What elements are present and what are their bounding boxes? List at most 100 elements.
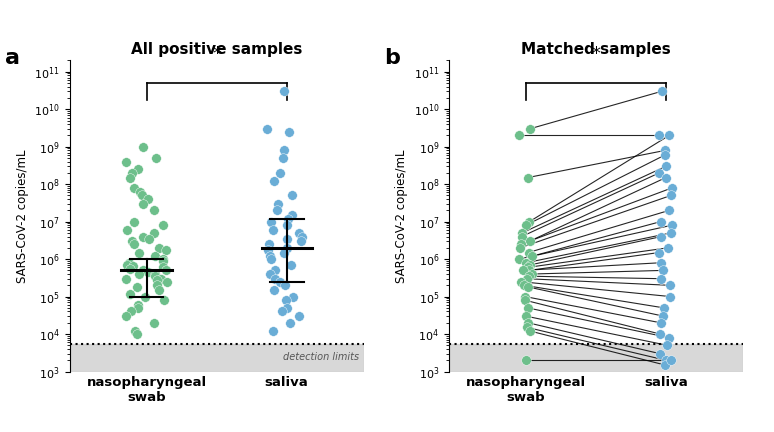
Text: a: a bbox=[5, 48, 20, 68]
Point bbox=[271, 207, 283, 214]
Point bbox=[149, 273, 161, 280]
Point bbox=[280, 235, 293, 242]
Title: Matched samples: Matched samples bbox=[521, 41, 671, 57]
Point bbox=[136, 192, 149, 199]
Bar bbox=[449, 344, 743, 372]
Point bbox=[123, 174, 135, 181]
Point bbox=[272, 200, 285, 207]
Point bbox=[523, 238, 536, 245]
Point bbox=[655, 233, 667, 240]
Point bbox=[523, 218, 536, 225]
Point bbox=[514, 245, 526, 251]
Point bbox=[278, 88, 290, 95]
Point bbox=[522, 305, 534, 311]
Point bbox=[286, 293, 299, 300]
Point bbox=[119, 158, 132, 165]
Point bbox=[655, 275, 667, 282]
Point bbox=[663, 282, 676, 289]
Point bbox=[653, 169, 666, 176]
Point bbox=[664, 293, 676, 300]
Point bbox=[128, 218, 140, 225]
Point bbox=[665, 192, 677, 199]
Point bbox=[665, 229, 677, 236]
Point bbox=[263, 241, 276, 248]
Point bbox=[285, 261, 297, 268]
Point bbox=[153, 245, 166, 251]
Point bbox=[280, 297, 293, 304]
Point bbox=[156, 256, 169, 263]
Point bbox=[132, 166, 145, 173]
Point bbox=[523, 267, 536, 274]
Point bbox=[278, 249, 290, 256]
Text: detection limits: detection limits bbox=[283, 352, 360, 362]
Point bbox=[264, 270, 276, 277]
Y-axis label: SARS-CoV-2 copies/mL: SARS-CoV-2 copies/mL bbox=[15, 149, 29, 283]
Point bbox=[121, 226, 133, 233]
Point bbox=[524, 327, 536, 334]
Point bbox=[519, 293, 531, 300]
Point bbox=[526, 253, 539, 260]
Point bbox=[155, 275, 167, 282]
Point bbox=[137, 143, 149, 150]
Point bbox=[522, 319, 534, 326]
Point bbox=[662, 245, 674, 251]
Point bbox=[127, 184, 139, 191]
Point bbox=[281, 222, 293, 229]
Point bbox=[665, 357, 677, 364]
Point bbox=[159, 267, 172, 274]
Point bbox=[160, 246, 173, 253]
Point bbox=[137, 233, 149, 240]
Point bbox=[520, 313, 533, 320]
Point bbox=[134, 189, 146, 196]
Point bbox=[128, 327, 141, 334]
Point bbox=[659, 174, 672, 181]
Point bbox=[295, 238, 307, 245]
Point bbox=[278, 147, 290, 154]
Point bbox=[142, 269, 154, 276]
Point bbox=[152, 286, 165, 293]
Point bbox=[659, 362, 671, 368]
Point bbox=[666, 222, 678, 229]
Point bbox=[268, 286, 280, 293]
Point bbox=[522, 264, 534, 271]
Point bbox=[143, 235, 156, 242]
Text: b: b bbox=[384, 48, 400, 68]
Point bbox=[161, 278, 173, 285]
Point bbox=[261, 125, 273, 132]
Point bbox=[127, 263, 139, 270]
Point bbox=[269, 267, 282, 274]
Point bbox=[132, 249, 145, 256]
Text: *: * bbox=[591, 44, 601, 63]
Point bbox=[276, 308, 288, 315]
Point bbox=[654, 319, 666, 326]
Point bbox=[133, 270, 146, 277]
Point bbox=[149, 270, 161, 277]
Point bbox=[125, 169, 138, 176]
Point bbox=[149, 253, 161, 260]
Point bbox=[149, 207, 161, 214]
Point bbox=[279, 282, 292, 289]
Point bbox=[516, 229, 529, 236]
Point bbox=[124, 290, 136, 297]
Point bbox=[657, 313, 670, 320]
Point bbox=[156, 222, 169, 229]
Point bbox=[151, 282, 163, 289]
Point bbox=[522, 273, 535, 280]
Point bbox=[657, 267, 670, 274]
Point bbox=[524, 261, 536, 268]
Point bbox=[284, 319, 296, 326]
Point bbox=[137, 267, 149, 274]
Point bbox=[149, 155, 162, 162]
Point bbox=[283, 128, 295, 135]
Point bbox=[125, 308, 137, 315]
Point bbox=[269, 275, 281, 282]
Point bbox=[277, 155, 289, 162]
Point bbox=[123, 259, 135, 266]
Point bbox=[653, 132, 666, 139]
Point bbox=[659, 147, 672, 154]
Point bbox=[139, 293, 151, 300]
Point bbox=[658, 305, 670, 311]
Point bbox=[128, 241, 140, 248]
Point bbox=[274, 278, 286, 285]
Point bbox=[654, 330, 666, 337]
